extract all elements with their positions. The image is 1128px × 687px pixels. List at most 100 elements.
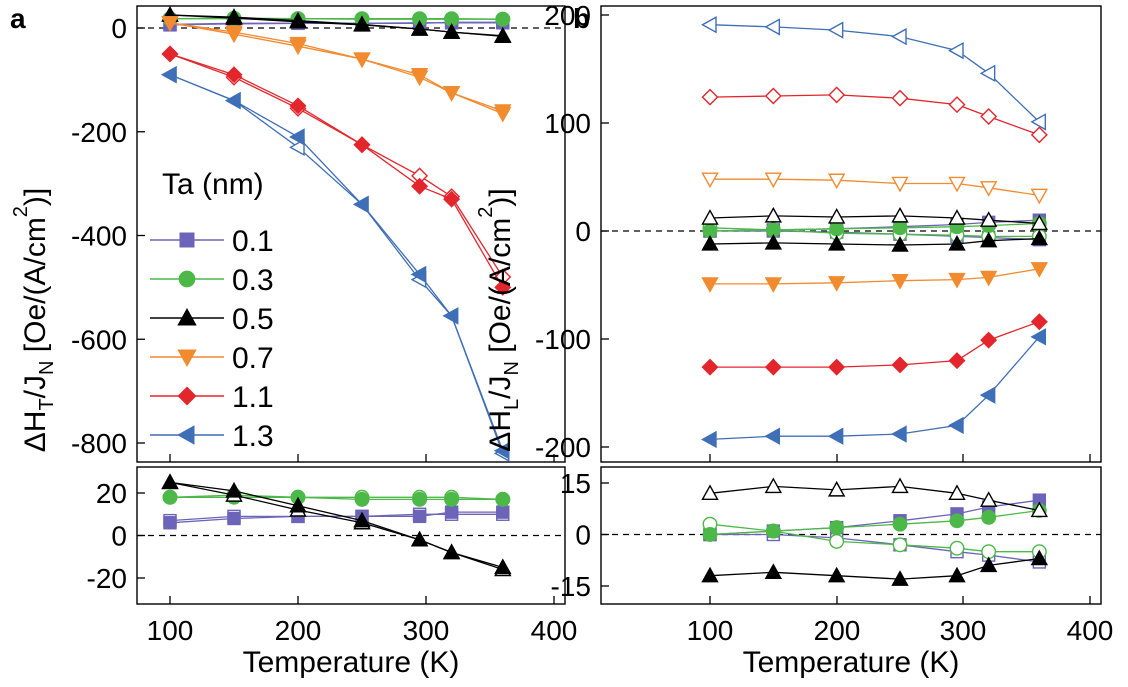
panel-b-top-point-0_5-open: [827, 208, 846, 224]
panel-b-bottom-point-0_3-open: [949, 540, 965, 556]
legend-label-0_1: 0.1: [232, 225, 274, 258]
panel-a-top-point-0_5-filled: [289, 11, 307, 28]
panel-b-top-point-1_1-open: [891, 89, 909, 107]
panel-b-top-point-0_5-open: [979, 211, 998, 227]
panel-b-bottom-ytick-label: 0: [575, 520, 591, 551]
legend-label-1_3: 1.3: [232, 420, 274, 453]
panel-a-top-frame: [136, 5, 566, 463]
panel-b-top-frame: [600, 5, 1102, 463]
panel-b-top-point-0_5-filled: [979, 231, 998, 248]
panel-a-bottom-point-0_5-filled: [494, 558, 512, 575]
panel-a-label: a: [10, 3, 26, 34]
panel-b-bottom-frame: [600, 466, 1102, 605]
panel-a-top-point-1_3-filled: [442, 307, 459, 325]
panel-b-top-point-1_1-filled: [828, 358, 846, 376]
panel-a-top-point-0_7-filled: [442, 86, 461, 102]
panel-b-top-point-1_3-open: [764, 18, 781, 36]
panel-a-top-point-0_7-filled: [225, 25, 243, 42]
legend-label-0_5: 0.5: [232, 303, 274, 336]
panel-b-bottom-point-0_3-filled: [981, 509, 997, 525]
panel-a-xtick-label: 400: [531, 615, 578, 646]
panel-b-top-point-0_5-filled: [764, 233, 783, 250]
panel-a-top-point-1_1-filled: [494, 278, 512, 296]
panel-b-xlabel: Temperature (K): [743, 646, 960, 679]
panel-a-ylabel: ΔHT/JN [Oe/(A/cm2)]: [10, 188, 58, 453]
panel-b-bottom-ytick-label: 15: [560, 468, 591, 499]
panel-a-top-point-1_1-filled: [225, 66, 243, 84]
panel-a-xlabel: Temperature (K): [243, 646, 460, 679]
panel-b-top-point-0_7-filled: [979, 270, 998, 287]
panel-a-bottom-point-0_3-filled: [412, 491, 428, 507]
panel-b-top-point-1_1-filled: [891, 356, 909, 374]
legend-marker-1_3: [177, 425, 195, 445]
panel-a-xtick-label: 100: [147, 615, 194, 646]
panel-b-top-point-0_5-filled: [891, 236, 909, 252]
panel-b-top-ytick-label: -100: [535, 324, 591, 355]
panel-b-top-point-0_5-filled: [1030, 229, 1049, 246]
legend-title: Ta (nm): [162, 168, 264, 201]
panel-a-xtick-label: 200: [275, 615, 322, 646]
panel-a-top-point-0_5-filled: [353, 15, 371, 32]
panel-b-top-series-1_3-filled-line: [709, 336, 1040, 441]
panel-b-top-point-1_1-open: [980, 108, 998, 126]
panel-b-top-point-1_1-filled: [948, 352, 966, 370]
panel-a-top-point-0_5-filled: [494, 26, 512, 43]
panel-b-top-point-0_5-open: [948, 209, 966, 225]
panel-b-top-point-1_3-filled: [827, 427, 844, 445]
panel-b-top-point-0_7-open: [764, 172, 783, 189]
panel-b-top-point-1_3-filled: [764, 427, 781, 445]
panel-a-top-point-0_7-filled: [289, 36, 307, 53]
panel-a-bottom-point-0_3-filled: [495, 491, 511, 507]
legend-label-0_3: 0.3: [232, 264, 274, 297]
panel-b-bottom-point-0_5-open: [827, 480, 846, 497]
panel-b-top-point-0_7-filled: [1030, 262, 1049, 278]
panel-b-bottom-point-0_3-open: [829, 533, 845, 549]
panel-a-top-point-1_3-filled: [493, 442, 510, 460]
panel-b-top-point-1_1-open: [764, 87, 782, 105]
panel-b-top-point-1_1-filled: [1030, 313, 1048, 331]
panel-b-label: b: [573, 3, 590, 34]
panel-b-top-point-0_7-filled: [827, 276, 846, 292]
panel-a-bottom-point-0_1-filled: [496, 505, 510, 519]
panel-b-bottom-point-0_5-open: [891, 477, 909, 494]
panel-b-bottom-point-0_3-filled: [892, 516, 908, 532]
panel-b-top-point-1_1-filled: [701, 358, 719, 376]
legend: Ta (nm) 0.1 0.3 0.5 0.7 1.1 1.3: [150, 168, 274, 453]
panel-b-top-point-0_7-open: [979, 181, 998, 197]
panel-b-top-point-0_7-open: [827, 173, 846, 190]
panel-b-top-point-0_7-filled: [764, 277, 783, 293]
panel-b-bottom-point-0_3-open: [892, 537, 908, 553]
panel-b-top-point-0_3-filled: [892, 220, 908, 236]
panel-a-bottom-point-0_1-filled: [227, 511, 241, 526]
panel-a-top-point-1_1-filled: [411, 177, 429, 195]
legend-label-1_1: 1.1: [232, 381, 274, 414]
panel-b-bottom-point-0_5-filled: [1030, 549, 1049, 566]
panel-b-top-point-0_5-open: [891, 206, 909, 223]
panel-a-top-ytick-label: -200: [71, 117, 127, 148]
legend-label-0_7: 0.7: [232, 342, 274, 375]
legend-marker-0_5: [177, 308, 197, 326]
panel-a-top-point-1_3-filled: [225, 91, 241, 110]
panel-b-top-point-1_1-filled: [980, 331, 998, 349]
panel-a-bottom-ytick-label: 0: [111, 521, 127, 552]
panel-b-top-ytick-label: 200: [544, 0, 591, 31]
panel-b-bottom-point-0_5-filled: [701, 566, 719, 583]
panel-b-bottom-point-0_3-filled: [702, 527, 718, 542]
panel-b-top-point-1_3-filled: [979, 386, 996, 404]
panel-b-top-point-0_7-filled: [701, 277, 719, 293]
panel-a-top-point-0_5-filled: [442, 23, 461, 39]
panel-b-top-point-1_1-open: [828, 86, 846, 104]
panel-b-top-point-1_3-filled: [701, 430, 717, 449]
panel-b-top-point-1_1-open: [948, 96, 966, 114]
panel-b-bottom-point-0_3-open: [981, 544, 997, 560]
panel-b-top-ytick-label: 100: [544, 108, 591, 139]
panel-b: 200 100 0 -100 -200 15 0 -15 100 200 300 400 Tempera…: [475, 0, 1113, 679]
panel-b-xtick-label: 200: [814, 615, 861, 646]
panel-a-top-point-0_3-filled: [495, 11, 511, 27]
panel-b-bottom-point-0_5-open: [764, 477, 783, 494]
panel-a-top-point-1_3-filled: [161, 65, 177, 84]
panel-b-top-ytick-label: 0: [575, 216, 591, 247]
panel-b-top-point-0_5-filled: [701, 235, 719, 251]
